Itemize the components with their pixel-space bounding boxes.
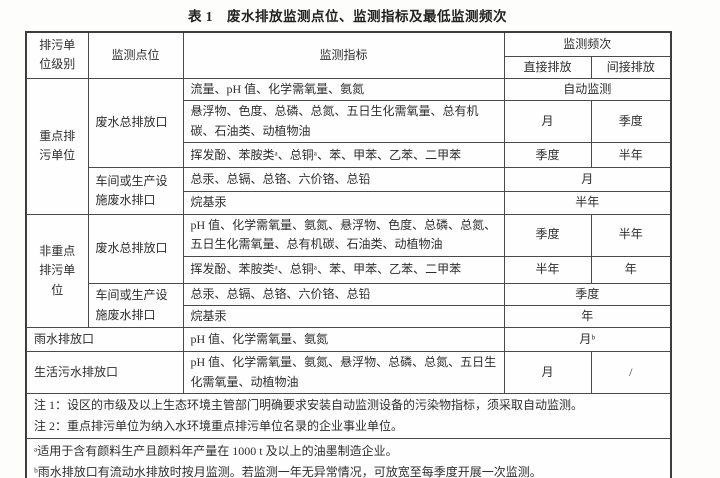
col-header-indirect: 间接排放 <box>590 55 672 79</box>
table-row: 烷基汞 半年 <box>26 191 672 215</box>
note-2: 注 2：重点排污单位为纳入水环境重点排污单位名录的企业事业单位。 <box>34 419 404 434</box>
cell-frequency-direct: 季度 <box>503 213 592 257</box>
cell-indicators: 烷基汞 <box>182 191 505 215</box>
table-row: 挥发酚、苯胺类ᵃ、总铜ᵃ、苯、甲苯、乙苯、二甲苯 半年 年 <box>26 255 672 284</box>
document-page: 表 1 废水排放监测点位、监测指标及最低监测频次 排污单 位级别 监测点位 监测… <box>25 0 673 478</box>
col-header-indicators: 监测指标 <box>182 31 505 79</box>
header-row-1: 排污单 位级别 监测点位 监测指标 监测频次 <box>25 31 672 79</box>
cell-indicators: pH 值、化学需氧量、氨氮、悬浮物、色度、总磷、总氮、五日生化需氧量、总有机碳、… <box>182 213 505 257</box>
cell-point-workshop-outfall: 车间或生产设 施废水排口 <box>87 167 184 215</box>
footnote-a: ᵃ适用于含有颜料生产且颜料年产量在 1000 t 及以上的油墨制造企业。 <box>34 444 398 459</box>
table-row: 车间或生产设 施废水排口 总汞、总镉、总铬、六价铬、总铅 季度 <box>26 282 672 329</box>
cell-frequency-indirect: 年 <box>590 255 672 284</box>
cell-point-workshop-outfall: 车间或生产设 施废水排口 <box>87 282 184 329</box>
cell-frequency-span: 月ᵇ <box>503 327 672 353</box>
table-row: 非重点 排污单 位 废水总排放口 pH 值、化学需氧量、氨氮、悬浮物、色度、总磷… <box>25 213 672 329</box>
cell-point-main-outfall: 废水总排放口 <box>87 77 184 169</box>
cell-indicators: 挥发酚、苯胺类ᵃ、总铜ᵃ、苯、甲苯、乙苯、二甲苯 <box>182 142 505 169</box>
table-row: 生活污水排放口 pH 值、化学需氧量、氨氮、悬浮物、总磷、总氮、五日生化需氧量、… <box>25 351 672 395</box>
cell-unit-level-key: 重点排 污单位 <box>25 77 89 215</box>
cell-indicators: 流量、pH 值、化学需氧量、氨氮 <box>182 77 505 102</box>
cell-frequency-direct: 月 <box>503 351 592 395</box>
cell-frequency-indirect: / <box>590 351 672 395</box>
cell-frequency-direct: 季度 <box>503 142 592 169</box>
table-row: 重点排 污单位 废水总排放口 流量、pH 值、化学需氧量、氨氮 自动监测 <box>25 77 672 215</box>
note-1: 注 1：设区的市级及以上生态环境主管部门明确要求安装自动监测设备的污染物指标，须… <box>34 398 584 413</box>
cell-point-rain-outfall: 雨水排放口 <box>25 327 184 353</box>
col-header-monitor-point: 监测点位 <box>87 31 184 79</box>
cell-frequency-indirect: 半年 <box>590 213 672 257</box>
col-header-direct: 直接排放 <box>503 55 592 79</box>
cell-point-domestic-outfall: 生活污水排放口 <box>25 351 184 395</box>
footnotes-row: ᵃ适用于含有颜料生产且颜料年产量在 1000 t 及以上的油墨制造企业。 ᵇ雨水… <box>25 438 672 478</box>
cell-unit-level-nonkey: 非重点 排污单 位 <box>25 213 89 329</box>
footnote-b: ᵇ雨水排放口有流动水排放时按月监测。若监测一年无异常情况，可放宽至每季度开展一次… <box>34 465 542 478</box>
cell-frequency-span: 年 <box>503 304 672 329</box>
cell-indicators: 烷基汞 <box>182 304 505 329</box>
table-title: 表 1 废水排放监测点位、监测指标及最低监测频次 <box>187 9 508 24</box>
notes-cell: 注 1：设区的市级及以上生态环境主管部门明确要求安装自动监测设备的污染物指标，须… <box>25 393 672 440</box>
cell-indicators: 悬浮物、色度、总磷、总氮、五日生化需氧量、总有机碳、石油类、动植物油 <box>182 100 505 144</box>
cell-indicators: pH 值、化学需氧量、氨氮、悬浮物、总磷、总氮、五日生化需氧量、动植物油 <box>182 351 505 395</box>
notes-row: 注 1：设区的市级及以上生态环境主管部门明确要求安装自动监测设备的污染物指标，须… <box>25 393 672 440</box>
col-header-frequency: 监测频次 <box>503 31 672 57</box>
footnotes-cell: ᵃ适用于含有颜料生产且颜料年产量在 1000 t 及以上的油墨制造企业。 ᵇ雨水… <box>25 438 672 478</box>
cell-frequency-span: 季度 <box>503 282 672 307</box>
cell-indicators: pH 值、化学需氧量、氨氮 <box>182 327 505 353</box>
monitoring-table: 排污单 位级别 监测点位 监测指标 监测频次 直接排放 间接排放 重点排 污单位… <box>25 31 673 478</box>
table-row: 挥发酚、苯胺类ᵃ、总铜ᵃ、苯、甲苯、乙苯、二甲苯 季度 半年 <box>26 142 672 169</box>
cell-point-main-outfall: 废水总排放口 <box>87 213 184 284</box>
cell-frequency-span: 半年 <box>503 191 672 215</box>
cell-frequency-indirect: 半年 <box>590 142 672 169</box>
table-row: 雨水排放口 pH 值、化学需氧量、氨氮 月ᵇ <box>25 327 672 353</box>
cell-indicators: 总汞、总镉、总铬、六价铬、总铅 <box>182 282 505 307</box>
cell-indicators: 总汞、总镉、总铬、六价铬、总铅 <box>182 167 505 193</box>
cell-frequency-indirect: 季度 <box>590 100 672 144</box>
cell-frequency-direct: 半年 <box>503 255 592 284</box>
table-row: 烷基汞 年 <box>26 304 672 329</box>
col-header-unit-level: 排污单 位级别 <box>25 31 89 79</box>
cell-indicators: 挥发酚、苯胺类ᵃ、总铜ᵃ、苯、甲苯、乙苯、二甲苯 <box>182 255 505 284</box>
cell-frequency-span: 月 <box>503 167 672 193</box>
cell-frequency-span: 自动监测 <box>503 77 672 102</box>
table-row: 车间或生产设 施废水排口 总汞、总镉、总铬、六价铬、总铅 月 <box>26 167 672 215</box>
cell-frequency-direct: 月 <box>503 100 592 144</box>
